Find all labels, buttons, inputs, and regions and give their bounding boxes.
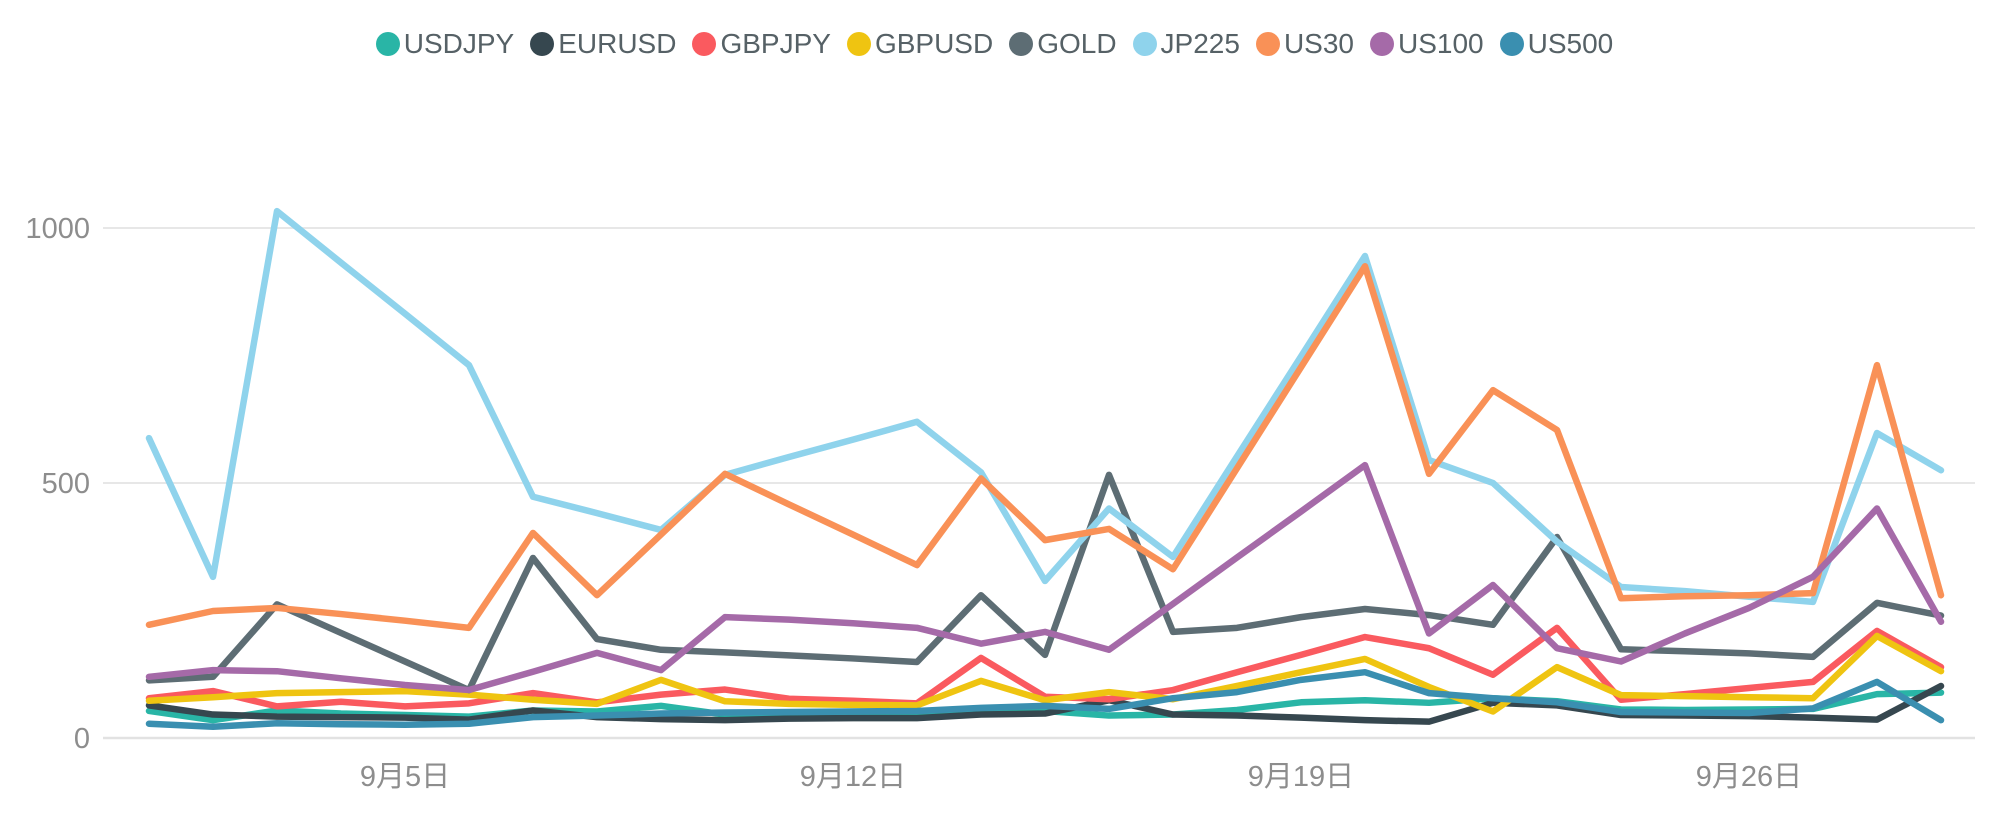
series-line-GBPUSD	[145, 632, 1945, 715]
x-tick-label: 9月19日	[1248, 761, 1354, 793]
legend-item-label: EURUSD	[558, 28, 677, 59]
series-line-US30	[145, 263, 1945, 632]
x-tick-label: 9月12日	[800, 761, 906, 793]
x-tick-label: 9月26日	[1696, 761, 1802, 793]
y-tick-label: 1000	[25, 213, 90, 245]
legend-marker-icon	[1499, 32, 1524, 56]
legend-item-label: US100	[1398, 28, 1484, 59]
legend-item-US500[interactable]: US500	[1499, 28, 1614, 59]
legend-marker-icon	[530, 32, 555, 56]
legend-item-label: JP225	[1160, 28, 1240, 59]
legend-item-label: USDJPY	[403, 28, 515, 59]
legend-marker-icon	[1255, 32, 1280, 56]
legend-item-EURUSD[interactable]: EURUSD	[530, 30, 676, 58]
legend-item-GBPUSD[interactable]: GBPUSD	[846, 28, 994, 59]
legend-item-US30[interactable]: US30	[1255, 28, 1354, 59]
legend-marker-icon	[846, 32, 871, 56]
legend-item-label: GBPJPY	[720, 28, 831, 59]
legend-item-GBPJPY[interactable]: GBPJPY	[692, 28, 831, 59]
legend-marker-icon	[375, 32, 400, 56]
legend-item-USDJPY[interactable]: USDJPY	[375, 28, 515, 59]
legend-item-label: US30	[1283, 28, 1354, 59]
series-line-JP225	[145, 207, 1945, 606]
legend-marker-icon	[1370, 32, 1394, 56]
chart-legend: USDJPY EURUSD GBPJPY GBPUSD GOLD JP225 US30 US1…	[0, 30, 1989, 58]
legend-marker-icon	[1009, 32, 1034, 56]
x-tick-label: 9月5日	[360, 761, 450, 793]
legend-item-label: GBPUSD	[874, 28, 994, 59]
series-line-US100	[145, 461, 1945, 694]
legend-marker-icon	[692, 32, 717, 56]
legend-item-label: GOLD	[1037, 28, 1117, 59]
y-tick-label: 0	[74, 723, 90, 755]
legend-item-label: US500	[1527, 28, 1614, 59]
legend-item-JP225[interactable]: JP225	[1132, 28, 1240, 59]
legend-item-GOLD[interactable]: GOLD	[1009, 28, 1117, 59]
legend-marker-icon	[1132, 32, 1157, 56]
y-tick-label: 500	[42, 468, 90, 500]
legend-item-US100[interactable]: US100	[1370, 30, 1484, 58]
series-line-US500	[145, 668, 1945, 731]
